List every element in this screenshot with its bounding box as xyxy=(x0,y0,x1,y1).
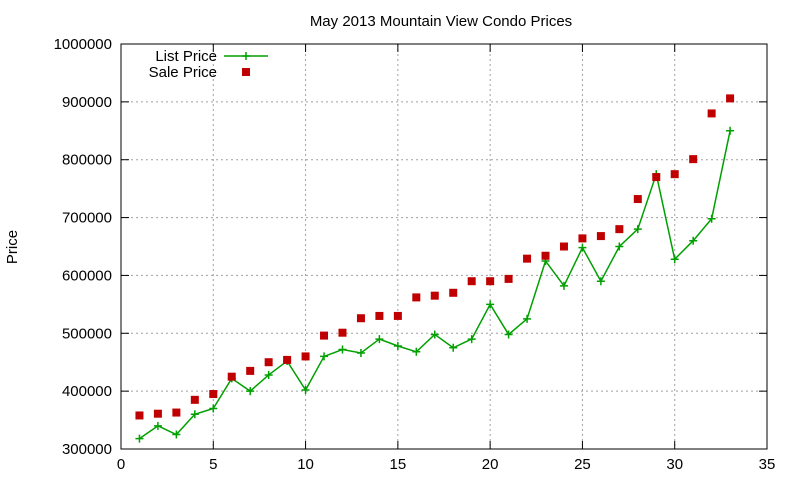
x-tick-label: 0 xyxy=(117,456,125,473)
point-sale-price xyxy=(523,254,532,263)
point-list-price xyxy=(356,348,365,357)
y-tick-label: 600000 xyxy=(62,267,112,284)
point-sale-price xyxy=(301,352,310,361)
legend-label-list-price: List Price xyxy=(155,48,217,65)
point-sale-price xyxy=(689,155,698,164)
chart-title: May 2013 Mountain View Condo Prices xyxy=(310,13,572,30)
y-tick-label: 500000 xyxy=(62,325,112,342)
axis-ticks: 0 5 10 15 20 25 30 35 300000 400000 500000 600000 70… xyxy=(54,36,776,473)
point-list-price xyxy=(264,370,273,379)
x-tick-label: 25 xyxy=(574,456,591,473)
legend: List Price Sale Price xyxy=(149,48,268,81)
x-tick-label: 15 xyxy=(390,456,407,473)
point-sale-price xyxy=(707,109,716,118)
point-list-price xyxy=(430,330,439,339)
y-tick-label: 400000 xyxy=(62,383,112,400)
point-sale-price xyxy=(578,234,587,243)
point-list-price xyxy=(338,345,347,354)
y-axis-label: Price xyxy=(4,230,21,264)
point-sale-price xyxy=(486,277,495,286)
y-tick-label: 300000 xyxy=(62,441,112,458)
point-list-price xyxy=(578,243,587,252)
point-list-price xyxy=(633,225,642,234)
legend-marker-list-price xyxy=(242,52,250,60)
point-sale-price xyxy=(615,225,624,234)
point-list-price xyxy=(523,314,532,323)
point-sale-price xyxy=(670,170,679,179)
point-list-price xyxy=(559,281,568,290)
point-sale-price xyxy=(430,291,439,300)
point-sale-price xyxy=(596,232,605,241)
point-list-price xyxy=(412,347,421,356)
point-list-price xyxy=(596,277,605,286)
point-list-price xyxy=(689,236,698,245)
point-sale-price xyxy=(375,311,384,320)
point-sale-price xyxy=(172,408,181,417)
point-sale-price xyxy=(356,314,365,323)
point-sale-price xyxy=(559,242,568,251)
y-tick-label: 800000 xyxy=(62,152,112,169)
x-tick-label: 30 xyxy=(666,456,683,473)
series-layer xyxy=(135,94,735,443)
point-list-price xyxy=(504,330,513,339)
x-tick-label: 20 xyxy=(482,456,499,473)
point-sale-price xyxy=(449,288,458,297)
point-sale-price xyxy=(135,411,144,420)
point-list-price xyxy=(209,404,218,413)
point-sale-price xyxy=(227,372,236,381)
point-sale-price xyxy=(320,331,329,340)
point-sale-price xyxy=(412,293,421,302)
point-list-price xyxy=(449,343,458,352)
series-line-list-price xyxy=(139,130,731,440)
point-list-price xyxy=(135,434,144,443)
y-tick-label: 700000 xyxy=(62,210,112,227)
point-sale-price xyxy=(190,395,199,404)
point-list-price xyxy=(190,410,199,419)
legend-marker-sale-price xyxy=(242,68,250,76)
x-tick-label: 10 xyxy=(297,456,314,473)
point-sale-price xyxy=(209,390,218,399)
legend-label-sale-price: Sale Price xyxy=(149,64,217,81)
point-sale-price xyxy=(541,251,550,260)
x-tick-label: 35 xyxy=(759,456,776,473)
point-sale-price xyxy=(652,173,661,182)
point-sale-price xyxy=(264,358,273,367)
point-sale-price xyxy=(283,355,292,364)
point-list-price xyxy=(615,242,624,251)
point-sale-price xyxy=(153,409,162,418)
point-list-price xyxy=(320,352,329,361)
y-tick-label: 1000000 xyxy=(54,36,112,53)
y-tick-label: 900000 xyxy=(62,94,112,111)
point-sale-price xyxy=(504,274,513,283)
point-list-price xyxy=(670,255,679,264)
plot-frame xyxy=(120,43,768,450)
point-list-price xyxy=(172,430,181,439)
point-sale-price xyxy=(393,311,402,320)
point-list-price xyxy=(153,421,162,430)
x-tick-label: 5 xyxy=(209,456,217,473)
point-sale-price xyxy=(467,277,476,286)
grid-lines xyxy=(121,44,767,449)
point-list-price xyxy=(707,214,716,223)
point-list-price xyxy=(467,335,476,344)
point-sale-price xyxy=(338,328,347,337)
point-list-price xyxy=(486,300,495,309)
point-sale-price xyxy=(633,195,642,204)
point-list-price xyxy=(393,342,402,351)
point-list-price xyxy=(375,335,384,344)
point-sale-price xyxy=(726,94,735,103)
point-list-price xyxy=(726,126,735,135)
point-list-price xyxy=(246,387,255,396)
point-sale-price xyxy=(246,366,255,375)
point-list-price xyxy=(301,385,310,394)
